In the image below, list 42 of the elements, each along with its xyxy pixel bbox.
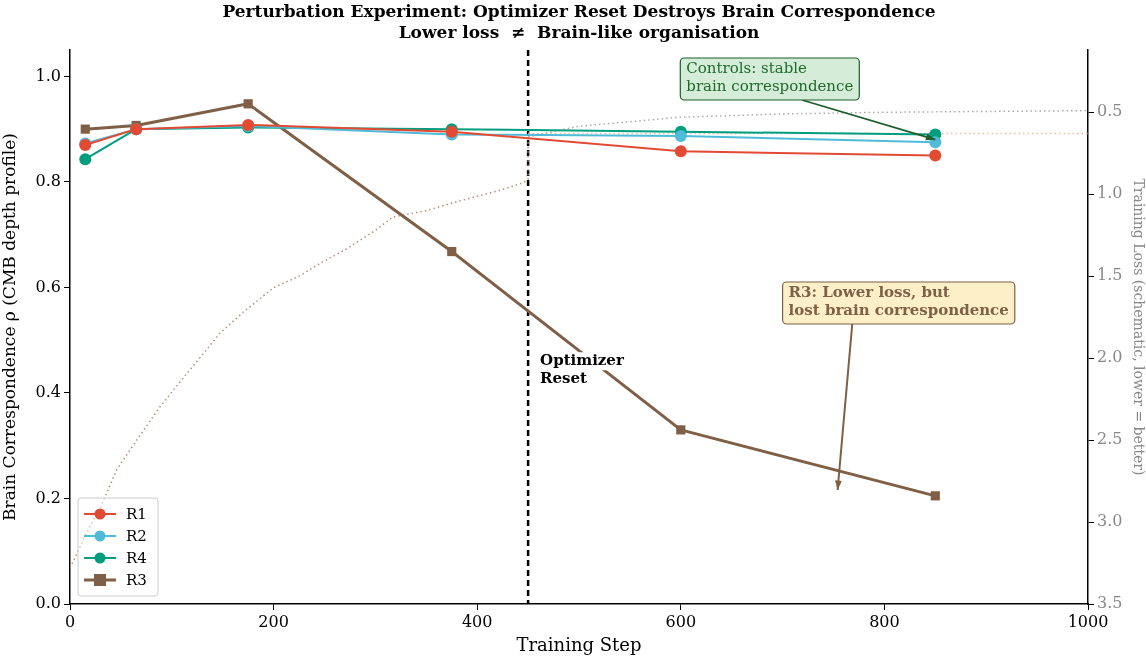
y2-tick-label: 3.0 [1097, 511, 1123, 531]
point [674, 145, 687, 158]
point [447, 246, 457, 257]
x-tick-label: 400 [461, 611, 493, 631]
y-tick-label: 0.0 [35, 593, 61, 613]
legend-label: R3 [126, 570, 147, 589]
point [929, 149, 942, 162]
x-tick-label: 0 [64, 611, 76, 631]
y-tick-label: 0.6 [35, 276, 61, 296]
chart-title: Perturbation Experiment: Optimizer Reset Destroys Brain Correspondence [222, 0, 936, 21]
x-tick-label: 1000 [1067, 611, 1109, 631]
y-tick-label: 1.0 [35, 65, 61, 85]
point [930, 491, 940, 501]
y2-tick-label: 2.0 [1097, 347, 1123, 367]
x-tick-label: 200 [258, 611, 289, 631]
y2-tick-label: 0.5 [1097, 101, 1123, 121]
y2-axis-title: Training Loss (schematic, lower = better) [1130, 178, 1146, 476]
y2-tick-label: 3.5 [1097, 593, 1123, 613]
y-tick-label: 0.8 [35, 171, 61, 191]
legend-label: R4 [126, 548, 147, 567]
y-tick-label: 0.4 [35, 382, 61, 402]
x-tick-label: 800 [869, 611, 900, 631]
point [674, 130, 687, 142]
legend-label: R2 [126, 526, 147, 545]
chart-subtitle: Lower loss ≠ Brain-like organisation [398, 21, 760, 42]
point [243, 99, 253, 109]
line-series [527, 109, 1088, 138]
point [676, 425, 686, 435]
point [929, 136, 942, 149]
annotation: R3: Lower loss, but lost brain correspondence [788, 283, 1009, 320]
legend-label: R1 [126, 504, 147, 523]
point [80, 124, 90, 134]
annotation: Controls: stable brain correspondence [686, 59, 854, 96]
y-tick-label: 0.2 [35, 487, 61, 507]
x-tick-label: 600 [665, 611, 697, 631]
x-axis-title: Training Step [516, 633, 642, 655]
y2-tick-label: 1.0 [1097, 183, 1123, 203]
point [79, 153, 92, 166]
y2-tick-label: 1.5 [1097, 265, 1123, 285]
ref-line-label: Optimizer Reset [540, 351, 625, 388]
y-axis-title: Brain Correspondence ρ (CMB depth profile) [0, 133, 19, 521]
y2-tick-label: 2.5 [1097, 429, 1123, 449]
